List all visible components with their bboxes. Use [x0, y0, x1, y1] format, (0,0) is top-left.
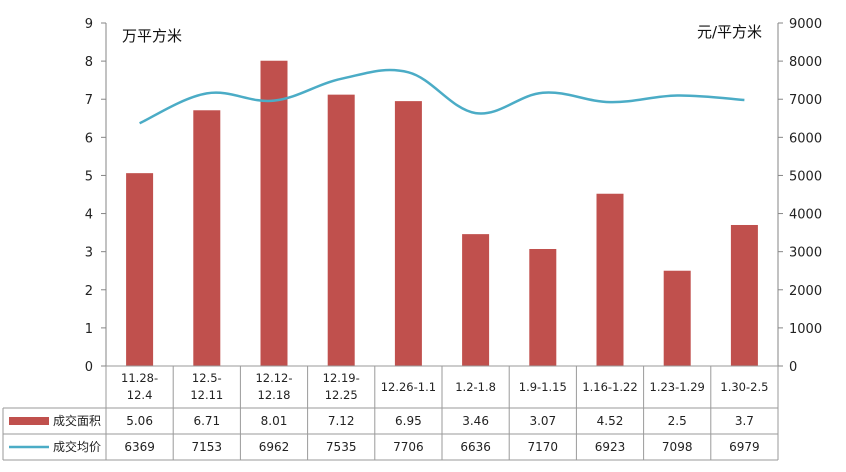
left-tick-label: 3 [85, 246, 93, 261]
left-tick-label: 1 [85, 322, 93, 337]
data-label: 7153 [192, 440, 223, 454]
category-label: 1.9-1.15 [519, 380, 567, 394]
category-label: 1.30-2.5 [720, 380, 768, 394]
category-label: 12.12- [255, 371, 292, 385]
data-label: 2.5 [668, 414, 687, 428]
bar-series [126, 60, 758, 366]
data-label: 7170 [528, 440, 559, 454]
left-axis-unit: 万平方米 [122, 27, 182, 45]
legend-label: 成交均价 [53, 439, 101, 454]
bar [327, 94, 355, 366]
right-tick-label: 7000 [789, 93, 822, 108]
bar [260, 60, 288, 366]
bar [193, 110, 221, 366]
category-label: 11.28- [121, 371, 158, 385]
category-label: 1.23-1.29 [650, 380, 705, 394]
category-label: 12.25 [325, 388, 358, 402]
left-tick-label: 8 [85, 55, 93, 70]
bar [462, 234, 490, 366]
data-label: 8.01 [261, 414, 288, 428]
category-label: 12.18 [258, 388, 291, 402]
right-tick-label: 0 [789, 360, 797, 375]
price-line [139, 68, 745, 125]
legend-swatch-bar [9, 417, 49, 425]
right-tick-label: 5000 [789, 169, 822, 184]
data-label: 6369 [124, 440, 155, 454]
line-series [139, 68, 745, 125]
left-tick-label: 2 [85, 284, 93, 299]
category-label: 12.4 [127, 388, 153, 402]
left-tick-label: 6 [85, 131, 93, 146]
left-tick-label: 0 [85, 360, 93, 375]
right-tick-label: 1000 [789, 322, 822, 337]
data-label: 3.07 [529, 414, 556, 428]
legend-label: 成交面积 [53, 413, 101, 428]
data-label: 5.06 [126, 414, 153, 428]
right-tick-label: 6000 [789, 131, 822, 146]
data-label: 7706 [393, 440, 424, 454]
bar [663, 270, 691, 366]
category-label: 12.19- [323, 371, 360, 385]
data-label: 7.12 [328, 414, 355, 428]
left-tick-label: 5 [85, 169, 93, 184]
right-axis-unit: 元/平方米 [697, 23, 762, 41]
data-label: 6636 [460, 440, 491, 454]
data-label: 6.71 [193, 414, 220, 428]
data-label: 6.95 [395, 414, 422, 428]
bar [394, 101, 422, 366]
right-tick-label: 2000 [789, 284, 822, 299]
category-label: 12.5- [192, 371, 222, 385]
data-label: 6923 [595, 440, 626, 454]
right-tick-label: 3000 [789, 246, 822, 261]
bar [596, 193, 624, 366]
bar [529, 248, 557, 366]
category-label: 1.2-1.8 [455, 380, 496, 394]
data-label: 6962 [259, 440, 290, 454]
left-tick-label: 4 [85, 208, 93, 223]
left-tick-label: 9 [85, 17, 93, 32]
data-label: 3.46 [462, 414, 489, 428]
right-tick-label: 4000 [789, 208, 822, 223]
data-table: 11.28- 12.4 12.5- 12.11 12.12- 12.18 12.19- 12.… [2, 365, 779, 461]
data-label: 4.52 [597, 414, 624, 428]
bar [126, 173, 154, 366]
category-label: 12.26-1.1 [381, 380, 436, 394]
data-label: 7535 [326, 440, 357, 454]
right-tick-label: 8000 [789, 55, 822, 70]
bar [730, 224, 758, 366]
right-tick-label: 9000 [789, 17, 822, 32]
axes: 0 1 2 3 4 5 6 7 8 9 0 1000 2000 3000 4000 5000 6000 7000 8… [85, 17, 822, 375]
data-label: 7098 [662, 440, 693, 454]
data-label: 3.7 [735, 414, 754, 428]
category-label: 12.11 [190, 388, 223, 402]
category-label: 1.16-1.22 [582, 380, 637, 394]
data-label: 6979 [729, 440, 760, 454]
left-tick-label: 7 [85, 93, 93, 108]
